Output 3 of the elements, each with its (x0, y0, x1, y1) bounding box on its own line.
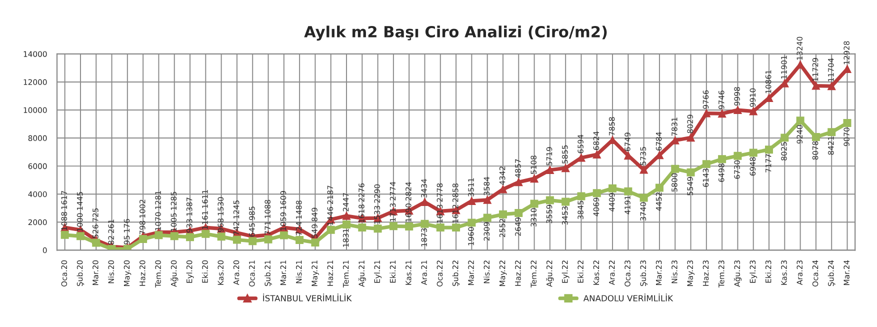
legend-label: İSTANBUL VERİMLİLİK (263, 294, 352, 302)
chart-title: Aylık m2 Başı Ciro Analizi (Ciro/m2) (304, 26, 607, 41)
legend-label: ANADOLU VERİMLİLİK (583, 294, 674, 302)
